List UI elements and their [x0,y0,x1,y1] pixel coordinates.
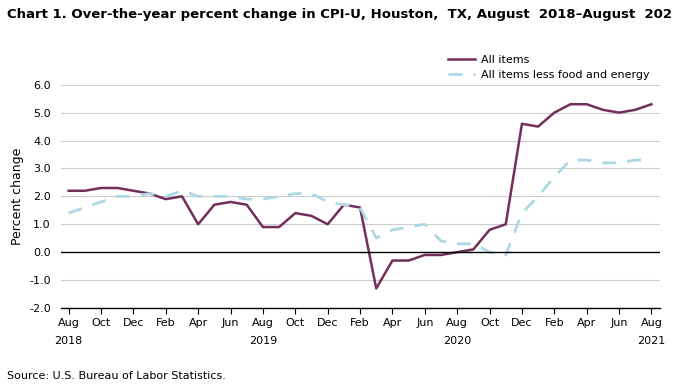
All items [291,211,299,216]
All items less food and energy [615,161,623,165]
All items [145,191,153,196]
All items less food and energy [647,158,656,162]
All items [308,214,316,218]
All items [647,102,656,107]
All items less food and energy [275,194,283,199]
All items [469,247,477,252]
All items [129,189,137,193]
All items [259,225,267,229]
All items less food and energy [97,199,105,204]
All items less food and energy [518,211,526,216]
All items [211,203,219,207]
All items less food and energy [291,191,299,196]
All items [518,122,526,126]
All items less food and energy [340,203,348,207]
All items less food and energy [65,211,73,216]
All items less food and energy [421,222,429,226]
All items [631,107,639,112]
All items [453,250,461,254]
Y-axis label: Percent change: Percent change [11,148,24,245]
All items less food and energy [113,194,121,199]
All items [501,222,509,226]
All items [162,197,170,201]
All items less food and energy [356,205,364,210]
All items less food and energy [501,253,509,257]
All items [194,222,202,226]
All items less food and energy [388,228,396,232]
All items less food and energy [211,194,219,199]
Line: All items: All items [69,104,651,288]
All items less food and energy [324,199,332,204]
All items [615,110,623,115]
All items [485,228,493,232]
All items less food and energy [437,239,445,243]
All items [227,199,235,204]
All items less food and energy [453,241,461,246]
All items less food and energy [308,191,316,196]
All items [356,205,364,210]
Line: All items less food and energy: All items less food and energy [69,160,651,255]
All items [81,189,89,193]
All items [340,203,348,207]
Text: 2018: 2018 [55,336,83,346]
All items less food and energy [485,250,493,254]
All items [275,225,283,229]
All items less food and energy [599,161,607,165]
All items [583,102,591,107]
All items less food and energy [243,197,251,201]
All items less food and energy [372,236,380,241]
All items [243,203,251,207]
All items less food and energy [129,194,137,199]
All items [113,186,121,190]
Text: 2020: 2020 [443,336,471,346]
All items less food and energy [162,194,170,199]
All items [421,253,429,257]
Text: Chart 1. Over-the-year percent change in CPI-U, Houston,  TX, August  2018–Augus: Chart 1. Over-the-year percent change in… [7,8,673,21]
All items [178,194,186,199]
Text: 2019: 2019 [249,336,277,346]
All items [567,102,575,107]
Text: Source: U.S. Bureau of Labor Statistics.: Source: U.S. Bureau of Labor Statistics. [7,371,225,381]
All items less food and energy [81,205,89,210]
All items less food and energy [145,191,153,196]
All items [65,189,73,193]
All items less food and energy [194,194,202,199]
All items less food and energy [631,158,639,162]
All items [324,222,332,226]
Text: 2021: 2021 [637,336,666,346]
All items [437,253,445,257]
All items less food and energy [534,194,542,199]
All items less food and energy [404,225,413,229]
All items less food and energy [567,158,575,162]
All items less food and energy [259,197,267,201]
All items [404,258,413,263]
All items less food and energy [583,158,591,162]
Legend: All items, All items less food and energy: All items, All items less food and energ… [443,50,654,84]
All items [372,286,380,291]
All items [97,186,105,190]
All items [551,110,559,115]
All items [599,107,607,112]
All items less food and energy [469,241,477,246]
All items [534,124,542,129]
All items [388,258,396,263]
All items less food and energy [551,174,559,179]
All items less food and energy [227,194,235,199]
All items less food and energy [178,189,186,193]
